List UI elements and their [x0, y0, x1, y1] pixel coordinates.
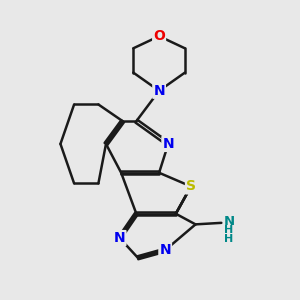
- Text: N: N: [153, 84, 165, 98]
- Text: H: H: [224, 234, 233, 244]
- Text: N: N: [224, 215, 235, 228]
- Text: O: O: [153, 29, 165, 43]
- Text: N: N: [159, 243, 171, 257]
- Text: H: H: [224, 224, 233, 235]
- Text: N: N: [162, 137, 174, 151]
- Text: S: S: [186, 179, 196, 194]
- Text: N: N: [114, 231, 125, 245]
